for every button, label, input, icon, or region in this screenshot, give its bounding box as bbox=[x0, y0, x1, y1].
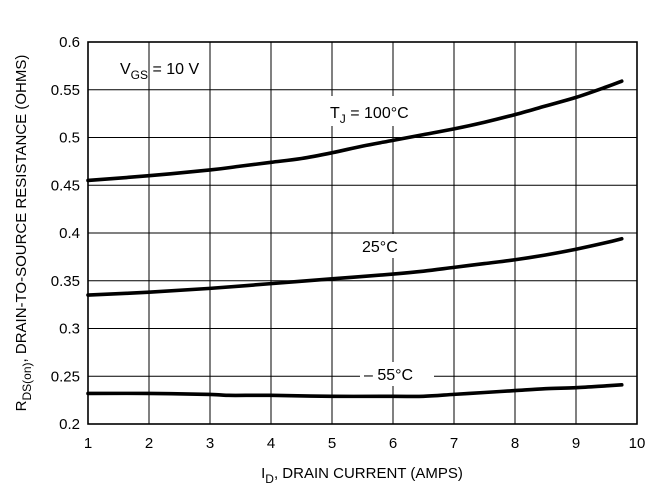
series-line-1 bbox=[86, 236, 624, 297]
condition-label: VGS = 10 V bbox=[120, 61, 199, 82]
y-tick-label: 0.6 bbox=[59, 34, 80, 51]
x-tick-label: 3 bbox=[206, 435, 214, 452]
y-tick-label: 0.35 bbox=[51, 273, 80, 290]
y-tick-labels: 0.2 0.25 0.3 0.35 0.4 0.45 0.5 0.55 0.6 bbox=[51, 34, 80, 433]
y-tick-label: 0.3 bbox=[59, 321, 80, 338]
x-tick-label: 9 bbox=[572, 435, 580, 452]
condition-label-rest: = 10 V bbox=[148, 61, 199, 78]
x-tick-label: 1 bbox=[84, 435, 92, 452]
y-tick-label: 0.55 bbox=[51, 82, 80, 99]
y-tick-label: 0.5 bbox=[59, 130, 80, 147]
grid-lines bbox=[88, 42, 637, 424]
plot-frame bbox=[87, 41, 638, 425]
y-tick-label: 0.45 bbox=[51, 177, 80, 194]
y-tick-label: 0.4 bbox=[59, 225, 80, 242]
series-label-minus55c: – 55°C bbox=[360, 362, 434, 386]
x-axis-label-main: I bbox=[261, 465, 265, 482]
x-tick-label: 2 bbox=[145, 435, 153, 452]
svg-text:VGS = 10 V: VGS = 10 V bbox=[120, 61, 199, 82]
y-axis-label-rest: , DRAIN-TO-SOURCE RESISTANCE (OHMS) bbox=[13, 55, 30, 363]
series-label-100c-main: T bbox=[330, 105, 340, 122]
series-label-25c: 25°C bbox=[358, 234, 408, 258]
series-label-minus55c-text: – 55°C bbox=[364, 367, 413, 384]
x-tick-label: 8 bbox=[511, 435, 519, 452]
condition-label-main: V bbox=[120, 61, 131, 78]
series-line-0 bbox=[86, 79, 624, 183]
x-tick-label: 5 bbox=[328, 435, 336, 452]
y-tick-label: 0.25 bbox=[51, 368, 80, 385]
x-tick-label: 10 bbox=[629, 435, 646, 452]
series-line-2 bbox=[86, 383, 624, 399]
x-axis-label-rest: , DRAIN CURRENT (AMPS) bbox=[274, 465, 463, 482]
y-axis-label: RDS(on), DRAIN-TO-SOURCE RESISTANCE (OHM… bbox=[13, 55, 34, 412]
series-label-100c-sub: J bbox=[340, 112, 346, 126]
series-label-100c: TJ = 100°C bbox=[326, 96, 442, 126]
x-tick-label: 7 bbox=[450, 435, 458, 452]
x-tick-label: 6 bbox=[389, 435, 397, 452]
condition-label-sub: GS bbox=[131, 68, 148, 82]
svg-text:TJ = 100°C: TJ = 100°C bbox=[330, 105, 409, 126]
x-axis-label: ID, DRAIN CURRENT (AMPS) bbox=[261, 465, 463, 486]
series-label-100c-rest: = 100°C bbox=[346, 105, 409, 122]
x-tick-labels: 1 2 3 4 5 6 7 8 9 10 bbox=[84, 435, 646, 452]
y-axis-label-main: R bbox=[13, 400, 30, 411]
y-axis-label-sub: DS(on) bbox=[20, 362, 34, 400]
y-tick-label: 0.2 bbox=[59, 416, 80, 433]
x-axis-label-sub: D bbox=[265, 472, 274, 486]
x-tick-label: 4 bbox=[267, 435, 275, 452]
curves bbox=[86, 79, 624, 399]
series-label-25c-text: 25°C bbox=[362, 239, 398, 256]
